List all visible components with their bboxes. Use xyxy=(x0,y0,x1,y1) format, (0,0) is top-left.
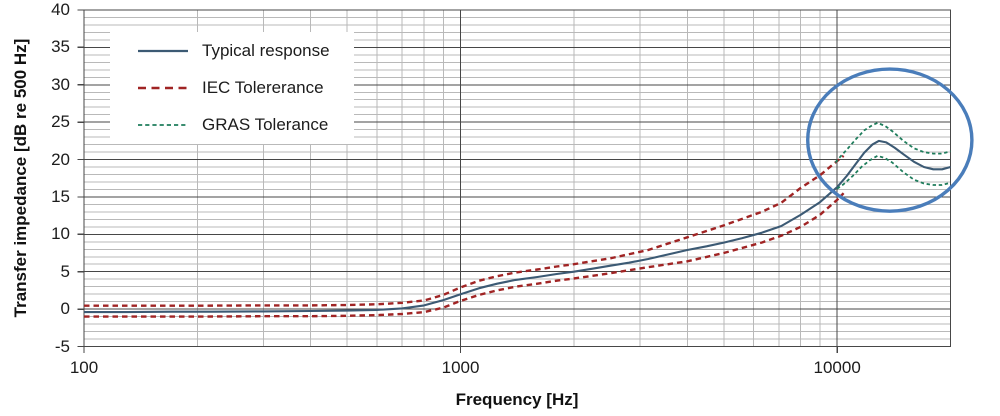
x-tick-label: 1000 xyxy=(441,358,480,377)
resonance-circle-annotation xyxy=(806,67,974,213)
legend-item-gras-tolerance: GRAS Tolerance xyxy=(110,107,354,144)
series-line-0 xyxy=(84,139,951,314)
x-tick-label: 100 xyxy=(69,358,99,377)
legend-line-sample-short-dash xyxy=(138,124,188,126)
legend-item-iec-tolerance: IEC Tolererance xyxy=(110,70,354,107)
y-tick-label: 30 xyxy=(51,74,70,94)
series-line-2 xyxy=(834,122,951,164)
y-tick-label: 0 xyxy=(60,299,70,319)
legend-item-typical-response: Typical response xyxy=(110,33,354,70)
y-tick-label: 20 xyxy=(51,149,70,169)
legend-label: Typical response xyxy=(202,41,330,60)
series-line-2 xyxy=(836,154,951,190)
y-tick-label: 25 xyxy=(51,112,70,132)
legend-label: IEC Tolererance xyxy=(202,78,324,97)
x-axis-title: Frequency [Hz] xyxy=(455,390,579,409)
y-tick-label: 35 xyxy=(51,37,70,57)
x-tick-label: 10000 xyxy=(813,358,861,377)
legend-line-sample-long-dash xyxy=(138,86,188,90)
y-tick-label: 5 xyxy=(60,261,70,281)
y-tick-label: -5 xyxy=(54,336,70,356)
y-tick-label: 10 xyxy=(51,224,70,244)
legend-line-sample-solid xyxy=(138,49,188,53)
y-tick-label: 40 xyxy=(51,0,70,19)
series-line-1 xyxy=(84,154,845,307)
legend-label: GRAS Tolerance xyxy=(202,115,329,134)
y-tick-label: 15 xyxy=(51,186,70,206)
legend: Typical response IEC Tolererance GRAS To… xyxy=(110,32,354,144)
series-line-1 xyxy=(84,192,845,318)
plot-border xyxy=(83,9,952,348)
